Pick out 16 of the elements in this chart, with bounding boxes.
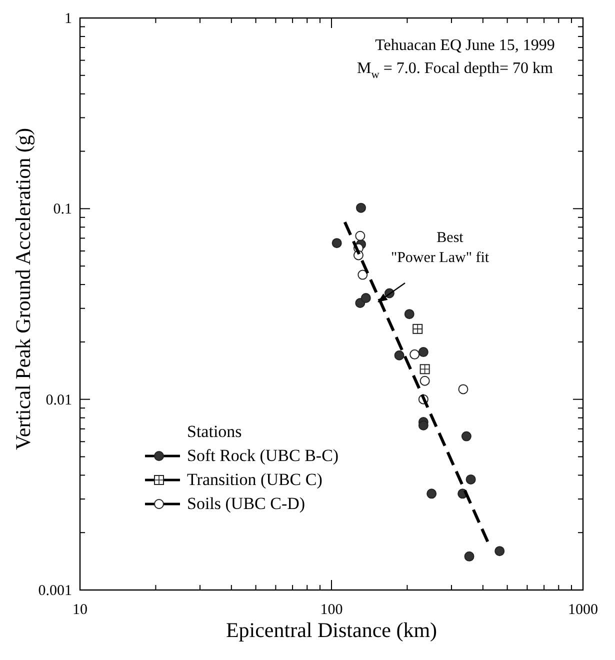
x-tick-label: 10 — [72, 602, 88, 618]
x-axis-title: Epicentral Distance (km) — [226, 618, 438, 642]
legend-label: Soft Rock (UBC B-C) — [187, 446, 339, 465]
legend-label: Soils (UBC C-D) — [187, 494, 306, 513]
text: M$_{w}$ = 7.0. Focal depth= 70 km — [357, 60, 554, 81]
y-tick-label: 0.001 — [38, 583, 72, 599]
y-tick-label: 1 — [64, 11, 72, 27]
text: Tehuacan EQ June 15, 1999 — [375, 37, 555, 54]
y-tick-label: 0.01 — [46, 392, 72, 408]
x-tick-label: 1000 — [568, 602, 598, 618]
legend-title: Stations — [187, 422, 242, 441]
annotation: Best "Power Law" fit — [390, 230, 490, 266]
legend-label: Transition (UBC C) — [187, 470, 322, 489]
y-tick-label: 0.1 — [53, 202, 72, 218]
y-axis-title: Vertical Peak Ground Acceleration (g) — [11, 128, 35, 450]
x-tick-label: 100 — [320, 602, 343, 618]
